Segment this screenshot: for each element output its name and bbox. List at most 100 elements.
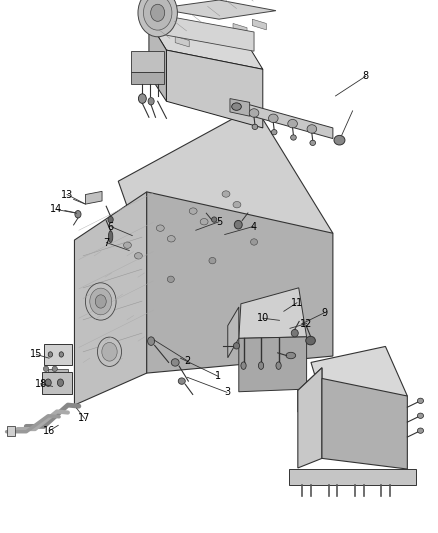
Ellipse shape bbox=[200, 219, 208, 225]
Polygon shape bbox=[241, 102, 333, 139]
Ellipse shape bbox=[258, 362, 264, 369]
Text: 4: 4 bbox=[250, 222, 256, 231]
Ellipse shape bbox=[43, 366, 49, 372]
Ellipse shape bbox=[156, 225, 164, 231]
Ellipse shape bbox=[417, 413, 424, 418]
Polygon shape bbox=[149, 13, 254, 51]
Polygon shape bbox=[149, 21, 166, 101]
Ellipse shape bbox=[252, 124, 258, 130]
Polygon shape bbox=[166, 50, 263, 128]
Ellipse shape bbox=[45, 379, 51, 386]
Text: 10: 10 bbox=[257, 313, 269, 323]
Polygon shape bbox=[230, 99, 250, 116]
Ellipse shape bbox=[291, 329, 298, 337]
Ellipse shape bbox=[310, 140, 315, 146]
Polygon shape bbox=[158, 0, 276, 19]
Ellipse shape bbox=[167, 276, 174, 282]
Text: 12: 12 bbox=[300, 319, 313, 328]
Ellipse shape bbox=[97, 337, 121, 367]
Ellipse shape bbox=[222, 191, 230, 197]
Ellipse shape bbox=[57, 379, 64, 386]
Polygon shape bbox=[289, 469, 416, 485]
Polygon shape bbox=[147, 192, 333, 373]
Ellipse shape bbox=[143, 0, 172, 30]
Text: 18: 18 bbox=[35, 379, 47, 389]
Text: 13: 13 bbox=[61, 190, 73, 199]
Ellipse shape bbox=[138, 0, 177, 37]
Ellipse shape bbox=[59, 352, 64, 357]
Ellipse shape bbox=[286, 352, 296, 359]
Ellipse shape bbox=[233, 343, 240, 349]
Ellipse shape bbox=[306, 336, 315, 345]
Polygon shape bbox=[252, 19, 266, 30]
Ellipse shape bbox=[233, 201, 241, 208]
Ellipse shape bbox=[109, 231, 113, 243]
Polygon shape bbox=[7, 426, 15, 436]
Polygon shape bbox=[85, 191, 102, 204]
Ellipse shape bbox=[241, 362, 246, 369]
Polygon shape bbox=[322, 378, 407, 469]
Ellipse shape bbox=[85, 283, 116, 320]
Ellipse shape bbox=[189, 208, 197, 214]
Polygon shape bbox=[311, 346, 407, 399]
Ellipse shape bbox=[151, 4, 165, 21]
Polygon shape bbox=[149, 21, 263, 69]
Ellipse shape bbox=[148, 98, 154, 105]
Ellipse shape bbox=[48, 352, 53, 357]
Ellipse shape bbox=[291, 135, 296, 140]
Text: 15: 15 bbox=[30, 350, 42, 359]
Ellipse shape bbox=[417, 398, 424, 403]
Polygon shape bbox=[44, 344, 72, 365]
Text: 7: 7 bbox=[103, 238, 110, 247]
Polygon shape bbox=[131, 51, 164, 72]
Text: 9: 9 bbox=[321, 308, 327, 318]
Ellipse shape bbox=[417, 428, 424, 433]
Ellipse shape bbox=[124, 242, 131, 248]
Ellipse shape bbox=[52, 366, 57, 372]
Text: 5: 5 bbox=[216, 217, 222, 227]
Ellipse shape bbox=[102, 343, 117, 361]
Polygon shape bbox=[298, 368, 322, 412]
Polygon shape bbox=[175, 36, 189, 47]
Polygon shape bbox=[74, 192, 147, 405]
Polygon shape bbox=[48, 369, 68, 377]
Polygon shape bbox=[131, 72, 164, 84]
Ellipse shape bbox=[75, 211, 81, 218]
Ellipse shape bbox=[251, 239, 258, 245]
Ellipse shape bbox=[334, 135, 345, 145]
Ellipse shape bbox=[108, 216, 113, 223]
Polygon shape bbox=[239, 288, 307, 338]
Polygon shape bbox=[214, 28, 228, 38]
Ellipse shape bbox=[272, 130, 277, 135]
Ellipse shape bbox=[95, 295, 106, 308]
Text: 3: 3 bbox=[224, 387, 230, 397]
Polygon shape bbox=[118, 107, 333, 262]
Text: 17: 17 bbox=[78, 414, 91, 423]
Ellipse shape bbox=[171, 359, 179, 366]
Ellipse shape bbox=[148, 337, 155, 345]
Text: 1: 1 bbox=[215, 372, 221, 381]
Ellipse shape bbox=[268, 114, 278, 123]
Ellipse shape bbox=[134, 253, 142, 259]
Ellipse shape bbox=[232, 103, 241, 110]
Ellipse shape bbox=[307, 125, 317, 133]
Polygon shape bbox=[42, 372, 72, 394]
Ellipse shape bbox=[138, 94, 146, 103]
Text: 8: 8 bbox=[363, 71, 369, 81]
Ellipse shape bbox=[276, 362, 281, 369]
Text: 16: 16 bbox=[43, 426, 56, 435]
Text: 2: 2 bbox=[184, 356, 191, 366]
Text: 14: 14 bbox=[50, 205, 62, 214]
Polygon shape bbox=[228, 307, 239, 358]
Ellipse shape bbox=[90, 288, 112, 315]
Ellipse shape bbox=[209, 257, 216, 264]
Ellipse shape bbox=[288, 119, 297, 128]
Ellipse shape bbox=[167, 236, 175, 242]
Polygon shape bbox=[233, 23, 247, 34]
Ellipse shape bbox=[249, 109, 259, 117]
Text: 11: 11 bbox=[291, 298, 303, 308]
Ellipse shape bbox=[234, 221, 242, 229]
Ellipse shape bbox=[178, 378, 185, 384]
Text: 6: 6 bbox=[108, 222, 114, 231]
Polygon shape bbox=[239, 337, 307, 392]
